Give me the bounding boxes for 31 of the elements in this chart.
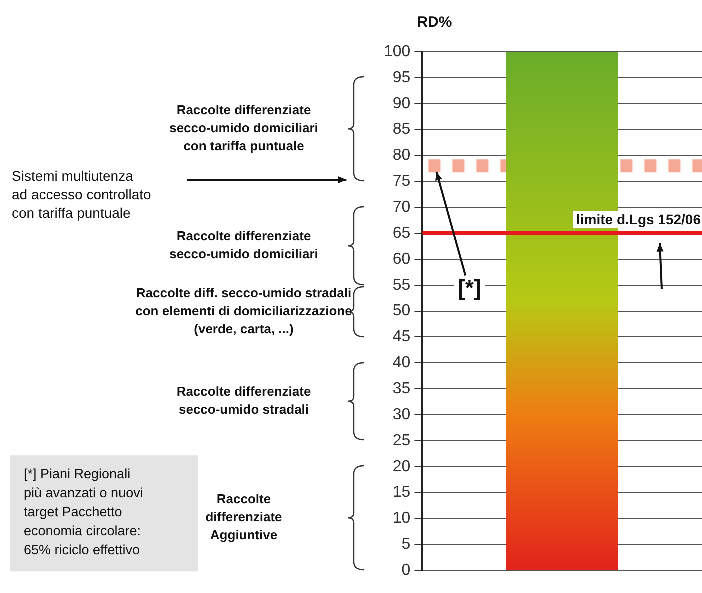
y-tick-label: 45 (392, 328, 411, 346)
y-tick-label: 60 (392, 250, 411, 268)
ref-line-label: [*] (458, 276, 482, 301)
y-tick-label: 30 (392, 406, 411, 424)
ref-line-label: limite d.Lgs 152/06 (576, 212, 702, 228)
y-tick-label: 85 (392, 121, 411, 138)
text: Raccolte differenziate secco-umido stradali (176, 384, 312, 418)
y-tick-label: 15 (392, 484, 411, 502)
y-tick-label: 75 (392, 173, 411, 190)
y-tick-label: 100 (384, 43, 411, 60)
y-tick-label: 40 (392, 354, 411, 372)
y-tick-label: 55 (392, 276, 411, 294)
y-tick-label: 80 (392, 147, 411, 164)
text: Sistemi multiutenza ad accesso controllato con tariffa puntuale (12, 168, 152, 221)
y-tick-label: 20 (392, 458, 411, 476)
y-tick-label: 70 (392, 198, 411, 216)
y-tick-label: 5 (402, 536, 411, 554)
y-tick-label: 95 (392, 69, 411, 86)
y-tick-label: 25 (392, 432, 411, 450)
y-axis-title: RD% (417, 14, 452, 31)
text: Raccolte differenziate secco-umido domiciliari (170, 228, 318, 262)
text: Raccolte diff. secco-umido stradali con elementi di domiciliarizzazione (verde, carta, ...) (136, 286, 352, 337)
y-tick-label: 35 (392, 380, 411, 398)
y-tick-label: 90 (392, 95, 411, 112)
y-tick-label: 10 (392, 510, 411, 528)
text: Raccolte differenziate Aggiuntive (206, 492, 282, 543)
text: Raccolte differenziate secco-umido domiciliari con tariffa puntuale (170, 102, 318, 154)
text: [*] Piani Regionali più avanzati o nuovi target Pacchetto economia circolare: 65% riciclo effettivo (24, 466, 144, 558)
y-tick-label: 0 (402, 562, 411, 580)
y-tick-label: 65 (392, 224, 411, 242)
y-tick-label: 50 (392, 302, 411, 320)
